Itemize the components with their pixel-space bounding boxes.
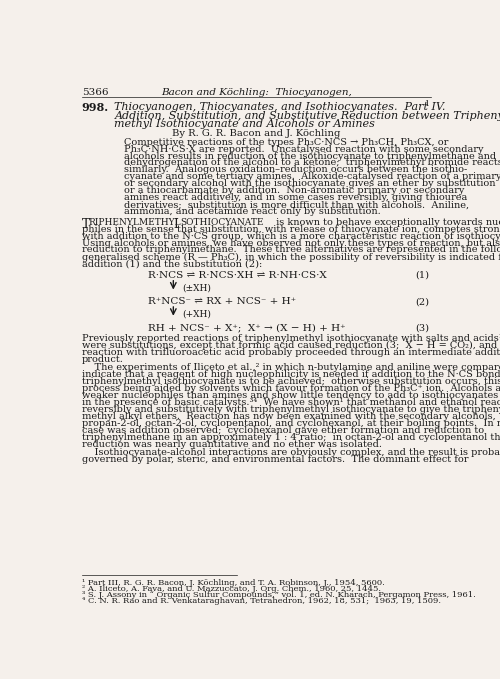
Text: amines react additively, and in some cases reversibly, giving thiourea: amines react additively, and in some cas… <box>124 193 468 202</box>
Text: similarly.  Analogous oxidation–reduction occurs between the isothio-: similarly. Analogous oxidation–reduction… <box>124 166 468 175</box>
Text: Bacon and Köchling:  Thiocyanogen,: Bacon and Köchling: Thiocyanogen, <box>161 88 352 96</box>
Text: triphenylmethane in an approximately 1 : 4 ratio;  in octan-2-ol and cyclopentan: triphenylmethane in an approximately 1 :… <box>82 433 500 441</box>
Text: alcohols results in reduction of the isothiocyanate to triphenylmethane and: alcohols results in reduction of the iso… <box>124 151 496 160</box>
Text: dehydrogenation of the alcohol to a ketone;  triphenylmethyl bromide reacts: dehydrogenation of the alcohol to a keto… <box>124 158 500 168</box>
Text: (1): (1) <box>415 271 429 280</box>
Text: cyanate and some tertiary amines.  Alkoxide-catalysed reaction of a primary: cyanate and some tertiary amines. Alkoxi… <box>124 172 500 181</box>
Text: (+XH): (+XH) <box>182 310 212 318</box>
Text: propan-2-ol, octan-2-ol, cyclopentanol, and cyclohexanol, at their boiling point: propan-2-ol, octan-2-ol, cyclopentanol, … <box>82 419 500 428</box>
Text: philes in the sense that substitution, with release of thiocyanate ion, competes: philes in the sense that substitution, w… <box>82 225 500 234</box>
Text: with addition to the N·CS group, which is a more characteristic reaction of isot: with addition to the N·CS group, which i… <box>82 232 500 240</box>
Text: 5366: 5366 <box>82 88 108 96</box>
Text: ² A. Iliceto, A. Fava, and U. Mazzuccato, J. Org. Chem., 1960, 25, 1445.: ² A. Iliceto, A. Fava, and U. Mazzuccato… <box>82 585 381 593</box>
Text: Using alcohols or amines, we have observed not only these types of reaction, but: Using alcohols or amines, we have observ… <box>82 238 500 248</box>
Text: ³ S. J. Assony in “ Organic Sulfur Compounds,” vol. 1, ed. N. Kharach, Pergamon : ³ S. J. Assony in “ Organic Sulfur Compo… <box>82 591 475 600</box>
Text: case was addition observed;  cyclohexanol gave ether formation and reduction to: case was addition observed; cyclohexanol… <box>82 426 484 435</box>
Text: SOTHIOCYANATE: SOTHIOCYANATE <box>180 218 264 227</box>
Text: T: T <box>82 218 90 231</box>
Text: methyl alkyl ethers.  Reaction has now been examined with the secondary alcohols: methyl alkyl ethers. Reaction has now be… <box>82 411 496 421</box>
Text: ammonia, and acetamide react only by substitution.: ammonia, and acetamide react only by sub… <box>124 207 382 216</box>
Text: or secondary alcohol with the isothiocyanate gives an ether by substitution: or secondary alcohol with the isothiocya… <box>124 179 496 188</box>
Text: Isothiocyanate-alcohol interactions are obviously complex, and the result is pro: Isothiocyanate-alcohol interactions are … <box>82 448 500 457</box>
Text: RH + NCS⁻ + X⁺;  X⁺ → (X − H) + H⁺: RH + NCS⁻ + X⁺; X⁺ → (X − H) + H⁺ <box>148 323 346 332</box>
Text: I: I <box>174 218 178 231</box>
Text: product.: product. <box>82 355 124 364</box>
Text: triphenylmethyl isothiocyanate is to be achieved;  otherwise substitution occurs: triphenylmethyl isothiocyanate is to be … <box>82 377 500 386</box>
Text: reduction to triphenylmethane.  These three alternatives are represented in the : reduction to triphenylmethane. These thr… <box>82 246 500 255</box>
Text: Thiocyanogen, Thiocyanates, and Isothiocyanates.  Part IV.: Thiocyanogen, Thiocyanates, and Isothioc… <box>114 103 446 112</box>
Text: (2): (2) <box>415 297 429 306</box>
Text: reversibly and substitutively with triphenylmethyl isothiocyanate to give the tr: reversibly and substitutively with triph… <box>82 405 500 414</box>
Text: indicate that a reagent of high nucleophilicity is needed if addition to the N·C: indicate that a reagent of high nucleoph… <box>82 370 500 380</box>
Text: 998.: 998. <box>82 103 109 113</box>
Text: weaker nucleophiles than amines and show little tendency to add to isothiocyanat: weaker nucleophiles than amines and show… <box>82 391 500 400</box>
Text: By R. G. R. Bacon and J. Köchling: By R. G. R. Bacon and J. Köchling <box>172 129 340 139</box>
Text: reaction with trifluoroacetic acid probably proceeded through an intermediate ad: reaction with trifluoroacetic acid proba… <box>82 348 500 357</box>
Text: or a thiocarbamate by addition.  Non-aromatic primary or secondary: or a thiocarbamate by addition. Non-arom… <box>124 186 465 195</box>
Text: generalised scheme (R — Ph₃C), in which the possibility of reversibility is indi: generalised scheme (R — Ph₃C), in which … <box>82 253 500 261</box>
Text: Ph₃C·NH·CS·X are reported.  Uncatalysed reaction with some secondary: Ph₃C·NH·CS·X are reported. Uncatalysed r… <box>124 145 484 153</box>
Text: addition (1) and the substitution (2):: addition (1) and the substitution (2): <box>82 259 262 268</box>
Text: derivatives;  substitution is more difficult than with alcohols.  Aniline,: derivatives; substitution is more diffic… <box>124 200 470 209</box>
Text: Addition, Substitution, and Substitutive Reduction between Triphenyl-: Addition, Substitution, and Substitutive… <box>114 111 500 121</box>
Text: (3): (3) <box>415 323 429 332</box>
Text: process being aided by solvents which favour formation of the Ph₃C⁺ ion.  Alcoho: process being aided by solvents which fa… <box>82 384 500 393</box>
Text: ¹ Part III, R. G. R. Bacon, J. Köchling, and T. A. Robinson, J., 1954, 5600.: ¹ Part III, R. G. R. Bacon, J. Köchling,… <box>82 579 384 587</box>
Text: Previously reported reactions of triphenylmethyl isothiocyanate with salts and a: Previously reported reactions of triphen… <box>82 334 500 343</box>
Text: reduction was nearly quantitative and no ether was isolated.: reduction was nearly quantitative and no… <box>82 439 382 449</box>
Text: The experiments of Iliceto et al.,² in which n-butylamine and aniline were compa: The experiments of Iliceto et al.,² in w… <box>82 363 500 372</box>
Text: R·NCS ⇌ R·ṄCS·XH ⇌ R·NH·CS·X: R·NCS ⇌ R·ṄCS·XH ⇌ R·NH·CS·X <box>148 271 326 280</box>
Text: 1: 1 <box>424 100 428 108</box>
Text: in the presence of basic catalysts.³⁴  We have shown¹ that methanol and ethanol : in the presence of basic catalysts.³⁴ We… <box>82 398 500 407</box>
Text: governed by polar, steric, and environmental factors.  The dominant effect for: governed by polar, steric, and environme… <box>82 455 468 464</box>
Text: is known to behave exceptionally towards nucleo-: is known to behave exceptionally towards… <box>272 218 500 227</box>
Text: (±XH): (±XH) <box>182 283 212 292</box>
Text: ⁴ C. N. R. Rao and R. Venkataraghavan, Tetrahedron, 1962, 18, 531;  1963, 19, 15: ⁴ C. N. R. Rao and R. Venkataraghavan, T… <box>82 598 441 606</box>
Text: Competitive reactions of the types Ph₃C·NCS → Ph₃CH, Ph₃CX, or: Competitive reactions of the types Ph₃C·… <box>124 138 449 147</box>
Text: R⁺NCS⁻ ⇌ RX + NCS⁻ + H⁺: R⁺NCS⁻ ⇌ RX + NCS⁻ + H⁺ <box>148 297 296 306</box>
Text: were substitutions, except that formic acid caused reduction (3;  X − H = CO₂), : were substitutions, except that formic a… <box>82 341 500 350</box>
Text: methyl Isothiocyanate and Alcohols or Amines: methyl Isothiocyanate and Alcohols or Am… <box>114 120 376 129</box>
Text: RIPHENYLMETHYL: RIPHENYLMETHYL <box>89 218 182 227</box>
